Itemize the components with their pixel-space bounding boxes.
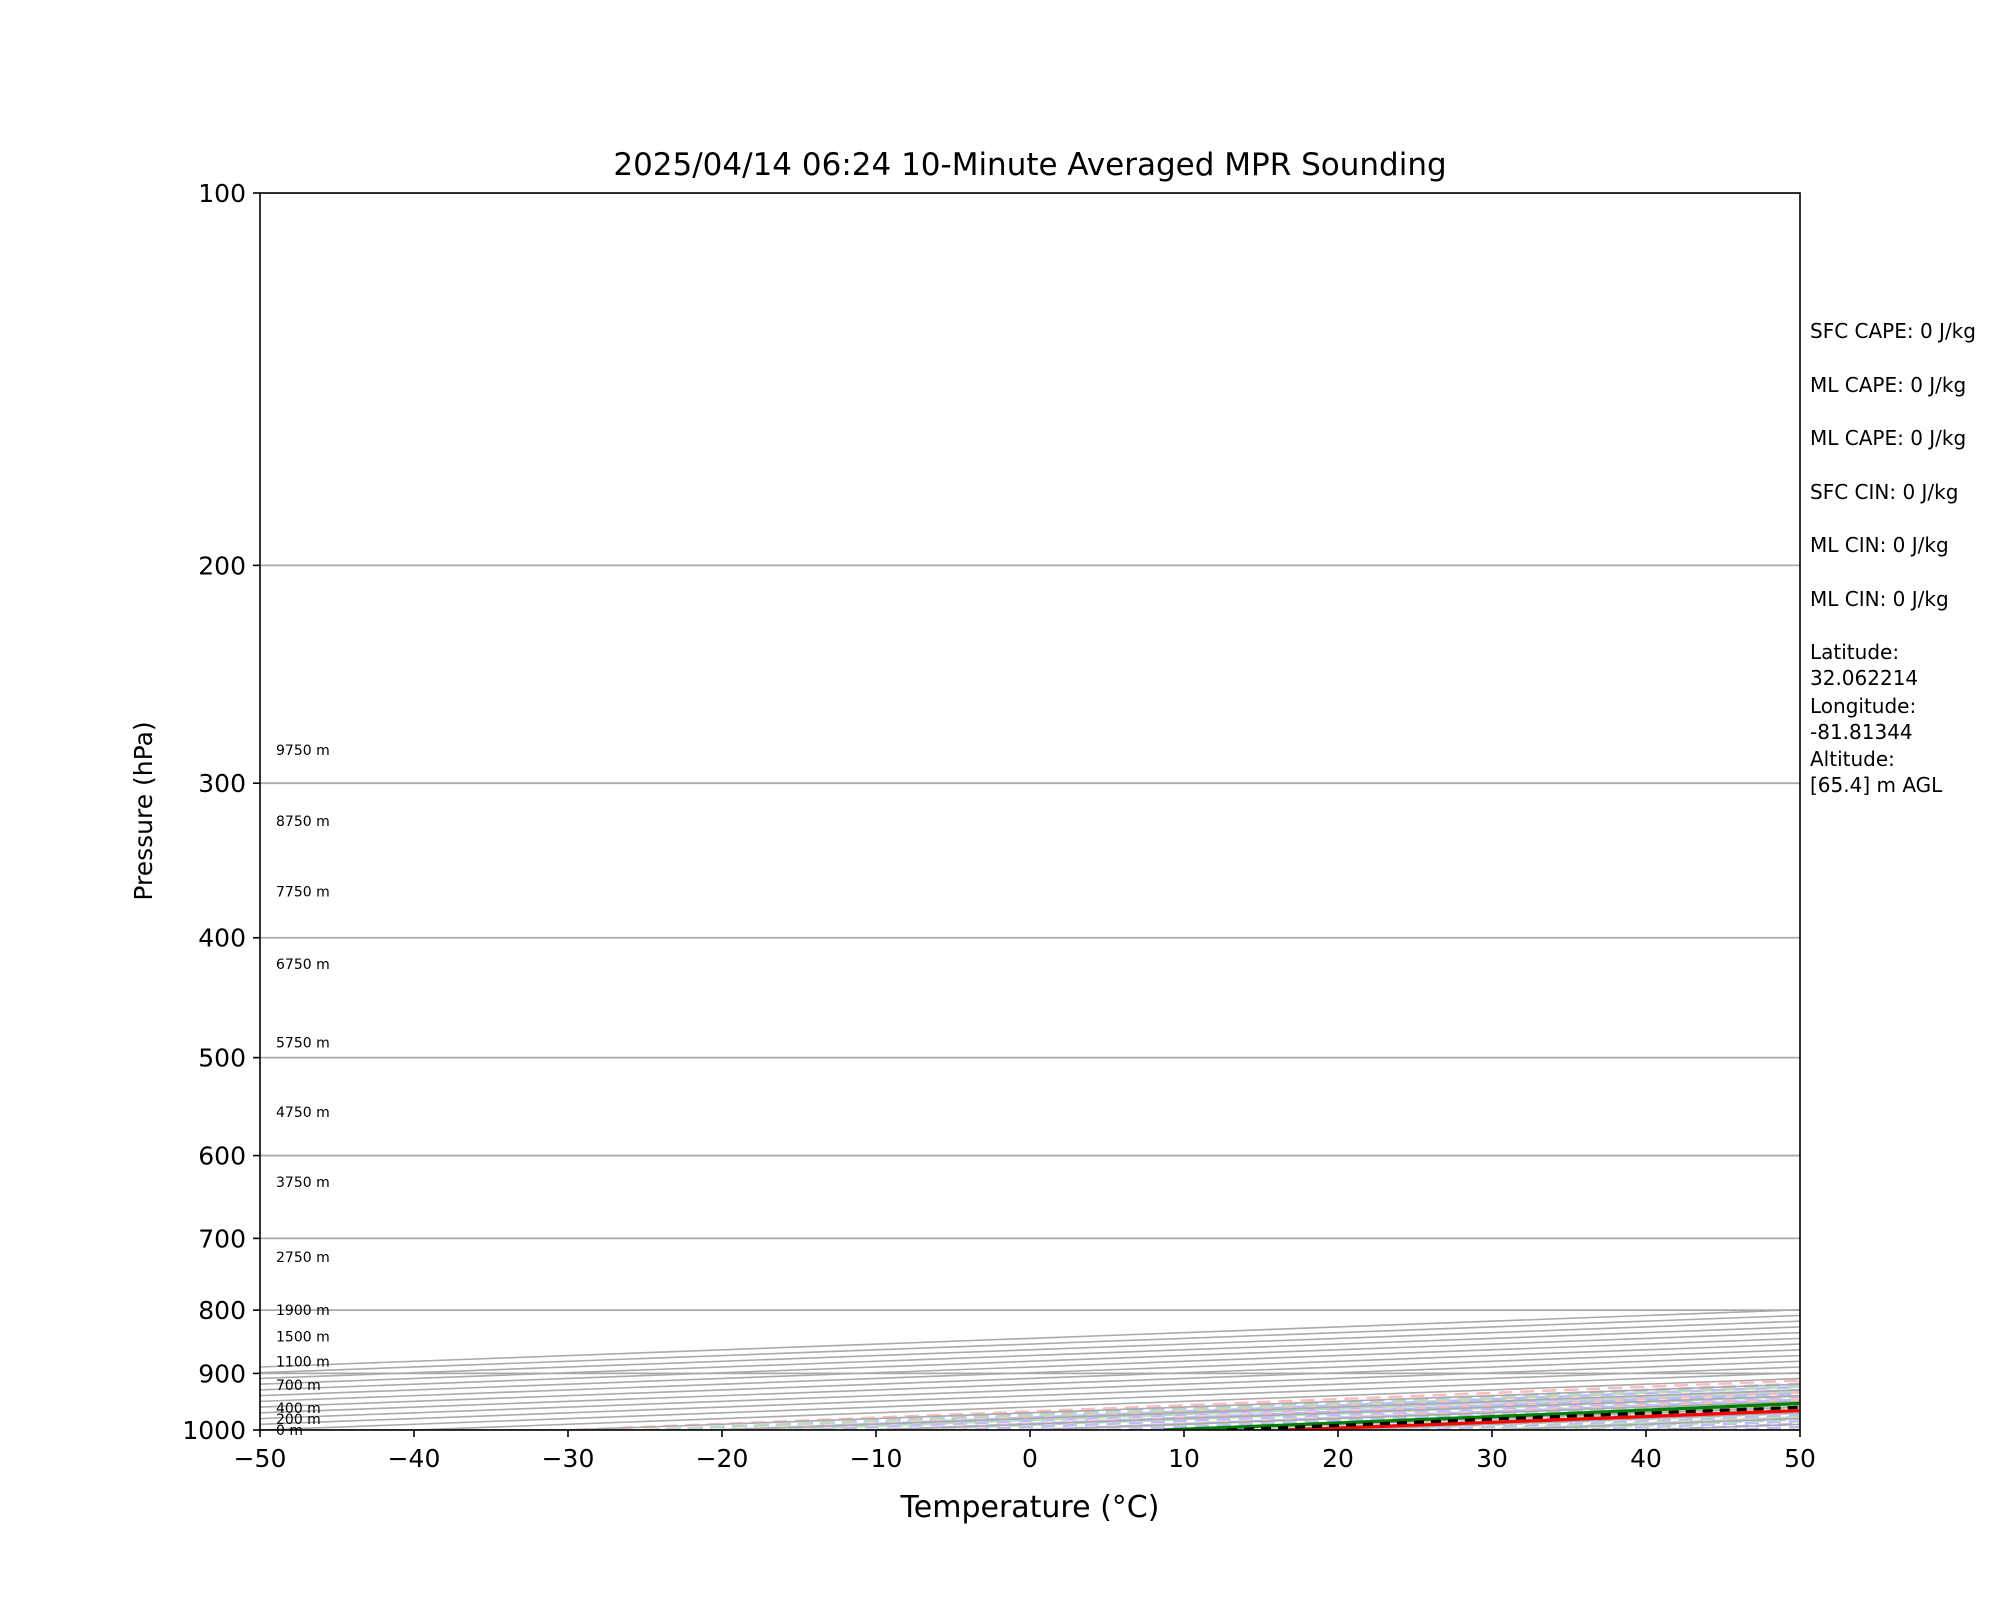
mixing-ratio-line [643, 1385, 1800, 1430]
height-label: 200 m [276, 1412, 321, 1428]
sounding-parameter: Longitude: -81.81344 [1810, 693, 1917, 744]
sounding-parameter: SFC CAPE: 0 J/kg [1810, 319, 1976, 343]
y-tick-label: 800 [198, 1296, 246, 1325]
isotherm [260, 1314, 1800, 1374]
height-label: 6750 m [276, 957, 330, 973]
height-label: 8750 m [276, 814, 330, 830]
height-label: 4750 m [276, 1105, 330, 1121]
y-axis-label: Pressure (hPa) [129, 721, 158, 900]
height-label: 1900 m [276, 1303, 330, 1319]
y-tick-label: 1000 [182, 1416, 246, 1445]
y-tick-label: 600 [198, 1142, 246, 1171]
height-label: 1500 m [276, 1329, 330, 1345]
moist-adiabat [644, 1382, 1800, 1430]
isotherm [413, 1377, 1800, 1430]
sounding-parameter: ML CIN: 0 J/kg [1810, 533, 1949, 557]
x-axis-ticks: −50 −40 −30 −20 −10 0 10 20 30 40 50 [234, 1430, 1816, 1473]
x-tick-label: 10 [1168, 1444, 1200, 1473]
isotherm [567, 1383, 1800, 1430]
height-label: 0 m [276, 1423, 303, 1439]
isotherm [260, 1343, 1800, 1403]
y-tick-label: 400 [198, 924, 246, 953]
isotherm [260, 1366, 1800, 1426]
isotherm [260, 1326, 1800, 1385]
x-tick-label: −30 [542, 1444, 595, 1473]
sounding-profiles [1163, 1401, 1800, 1430]
x-tick-label: 0 [1022, 1444, 1038, 1473]
y-tick-label: 100 [198, 179, 246, 208]
isobar-grid [260, 193, 1800, 1430]
dry-adiabat [1154, 1403, 1800, 1430]
dry-adiabat [846, 1391, 1800, 1430]
sounding-parameter: ML CAPE: 0 J/kg [1810, 426, 1967, 450]
dewpoint-profile [1163, 1401, 1800, 1430]
y-tick-label: 300 [198, 769, 246, 798]
x-axis-label: Temperature (°C) [900, 1490, 1160, 1525]
mixing-ratio-line [1161, 1404, 1800, 1430]
isotherm [260, 1354, 1800, 1414]
isotherm [260, 1360, 1800, 1420]
plot-frame [259, 192, 1801, 1431]
dry-adiabat [1308, 1409, 1800, 1430]
height-label: 3750 m [276, 1175, 330, 1191]
height-label: 9750 m [276, 743, 330, 759]
isotherm [260, 1337, 1800, 1397]
x-tick-label: −10 [850, 1444, 903, 1473]
x-tick-label: −20 [696, 1444, 749, 1473]
sounding-parameter: SFC CIN: 0 J/kg [1810, 479, 1959, 504]
height-label: 2750 m [276, 1250, 330, 1266]
y-tick-label: 500 [198, 1044, 246, 1073]
y-axis-ticks: 100 200 300 400 500 600 700 800 900 1000 [182, 179, 260, 1445]
isotherm [260, 1331, 1800, 1391]
x-tick-label: 50 [1784, 1444, 1816, 1473]
height-label: 400 m [276, 1401, 321, 1417]
height-label: 700 m [276, 1378, 321, 1394]
y-tick-label: 700 [198, 1224, 246, 1253]
sounding-parameter: ML CIN: 0 J/kg [1810, 586, 1949, 611]
height-label: 7750 m [276, 884, 330, 900]
height-label: 1100 m [276, 1354, 330, 1370]
moist-adiabat [721, 1385, 1800, 1430]
temperature-profile [1284, 1408, 1800, 1430]
isotherm [260, 1349, 1800, 1408]
isotherm [260, 1320, 1800, 1380]
chart-title: 2025/04/14 06:24 10-Minute Averaged MPR … [613, 147, 1446, 183]
sounding-parameter: ML CAPE: 0 J/kg [1810, 372, 1967, 397]
sounding-parameter: Latitude: 32.062214 [1810, 640, 1919, 690]
parcel-profile [1227, 1405, 1800, 1430]
y-tick-label: 900 [198, 1359, 246, 1388]
x-tick-label: −50 [234, 1444, 287, 1473]
isotherm [260, 1308, 1800, 1368]
dry-adiabat [1000, 1397, 1800, 1430]
dry-adiabat [691, 1385, 1800, 1430]
y-tick-label: 200 [198, 551, 246, 580]
height-label: 5750 m [276, 1035, 330, 1051]
isotherm [721, 1389, 1800, 1430]
isotherm [260, 1371, 1800, 1430]
x-tick-label: −40 [388, 1444, 441, 1473]
x-tick-label: 40 [1630, 1444, 1662, 1473]
x-tick-label: 20 [1322, 1444, 1354, 1473]
x-tick-label: 30 [1476, 1444, 1508, 1473]
sounding-parameter: Altitude: [65.4] m AGL [1810, 747, 1943, 797]
